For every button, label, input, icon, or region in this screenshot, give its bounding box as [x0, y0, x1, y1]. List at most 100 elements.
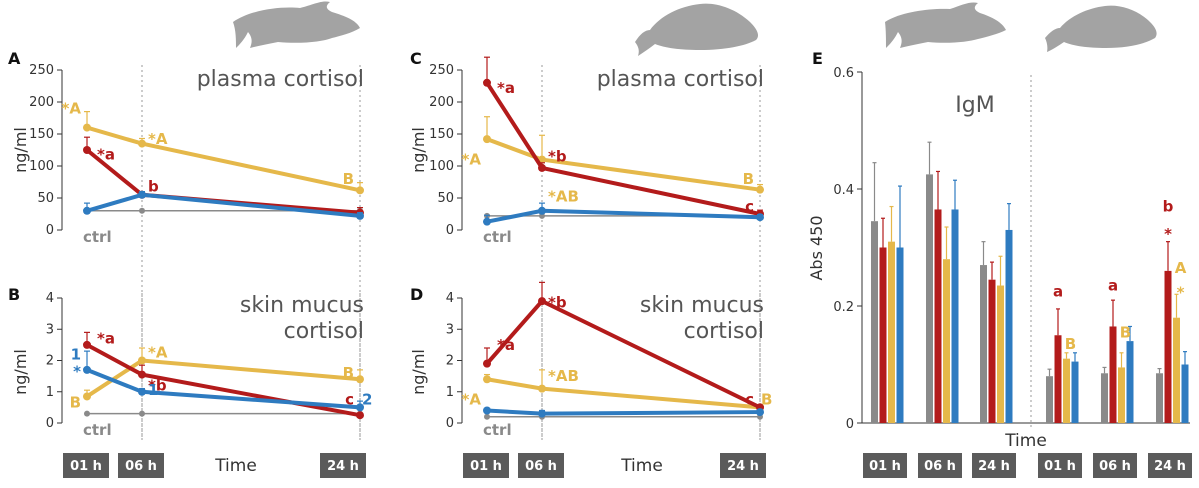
bar-yellow — [1063, 358, 1070, 423]
y-tick-label: 2 — [46, 354, 54, 369]
data-point-ctrl — [484, 413, 490, 420]
panel-a: A 0 50 100 150 200 250 ng/ml plasma cortisol ctrl… — [8, 49, 364, 440]
annotation-label: *A — [148, 130, 168, 148]
series-line-red — [485, 81, 761, 216]
y-tick-label: 4 — [446, 291, 454, 306]
bar-yellow — [943, 259, 950, 423]
y-tick-label: 0 — [446, 416, 454, 431]
data-point-yellow — [756, 185, 764, 194]
time-box-label: 01 h — [1044, 459, 1076, 474]
data-point-blue — [756, 213, 764, 222]
annotation-label: *a — [97, 330, 115, 348]
annotation-label: A — [1175, 259, 1187, 277]
y-tick-label: 50 — [437, 191, 454, 206]
y-tick-label: 150 — [429, 127, 454, 142]
annotation-label: B — [761, 391, 772, 409]
bar-red — [934, 209, 942, 423]
data-point-blue — [138, 387, 146, 396]
series-line-blue — [86, 192, 361, 218]
annotation-label: * — [1164, 225, 1172, 243]
data-point-blue — [83, 365, 91, 374]
y-axis-label: Abs 450 — [807, 215, 826, 280]
time-box-06h-a — [118, 453, 164, 478]
data-point-red — [538, 297, 546, 306]
annotation-label: * — [1177, 284, 1185, 302]
annotation-label: B — [343, 170, 354, 188]
time-box-label: 24 h — [727, 459, 759, 474]
series-line-blue — [486, 408, 761, 416]
bar-gray — [926, 174, 933, 423]
time-box-24h-c — [720, 453, 766, 478]
y-tick-label: 0.2 — [833, 300, 854, 315]
annotation-label: *A — [462, 391, 482, 409]
data-point-yellow — [83, 392, 91, 401]
annotation-label: c — [745, 391, 754, 409]
panel-title: IgM — [955, 93, 994, 118]
data-point-red — [83, 340, 91, 349]
time-box-label: 24 h — [1154, 459, 1186, 474]
trout-icon — [233, 1, 360, 48]
data-point-blue — [538, 409, 546, 418]
annotation-label: *a — [497, 79, 515, 97]
data-point-red — [483, 359, 491, 368]
annotation-label: *a — [97, 145, 115, 163]
time-axis-left: 01 h 06 h Time 24 h — [63, 453, 366, 478]
data-point-blue — [483, 406, 491, 415]
annotation-label: c — [745, 197, 754, 215]
data-point-yellow — [483, 375, 491, 384]
time-box-24h-a — [320, 453, 366, 478]
bar-yellow — [1173, 317, 1180, 423]
time-box-label: 06 h — [1099, 459, 1131, 474]
annotation-label: a — [1108, 277, 1118, 295]
bar-blue — [1181, 364, 1189, 423]
bar-red — [879, 247, 887, 423]
seabream-icon — [635, 3, 758, 56]
panel-title-line1: skin mucus — [240, 293, 364, 318]
annotation-label: B — [70, 394, 81, 412]
annotation-label: b — [148, 177, 159, 195]
panel-letter: A — [8, 49, 21, 68]
time-box-label: 24 h — [327, 459, 359, 474]
data-point-red — [138, 370, 146, 379]
annotation-label: a — [1053, 282, 1063, 300]
annotation-label: *a — [497, 336, 515, 354]
y-axis-label: ng/ml — [409, 349, 428, 395]
y-tick-label: 0 — [46, 223, 54, 238]
bar-red — [1054, 335, 1062, 423]
annotation-label: B — [1065, 335, 1076, 353]
y-tick-label: 150 — [29, 127, 54, 142]
y-tick-label: 100 — [29, 159, 54, 174]
panel-c: C 0 50 100 150 200 250 ng/ml plasma cortisol ctrl… — [409, 49, 764, 440]
y-tick-label: 0.6 — [833, 66, 854, 81]
y-tick-label: 0.4 — [833, 183, 854, 198]
data-point-yellow — [356, 375, 364, 384]
y-tick-label: 3 — [46, 322, 54, 337]
data-point-yellow — [538, 384, 546, 393]
panel-letter: D — [410, 285, 423, 304]
y-tick-label: 1 — [446, 385, 454, 400]
panel-title-line1: skin mucus — [640, 293, 764, 318]
bar-gray — [1046, 376, 1053, 423]
data-point-blue — [356, 211, 364, 220]
panel-title-line2: cortisol — [284, 319, 364, 344]
data-point-blue — [138, 190, 146, 199]
data-point-red — [356, 411, 364, 420]
time-box — [1093, 453, 1137, 478]
ctrl-label: ctrl — [483, 421, 512, 439]
panel-letter: E — [812, 49, 823, 68]
bar-blue — [951, 209, 959, 423]
time-box-label: 01 h — [470, 459, 502, 474]
y-tick-label: 250 — [429, 63, 454, 78]
annotation-label: B — [743, 170, 754, 188]
bar-blue — [896, 247, 904, 423]
data-point-blue — [83, 206, 91, 215]
time-axis-middle: 01 h 06 h Time 24 h — [463, 453, 766, 478]
data-point-yellow — [483, 135, 491, 144]
y-tick-label: 100 — [429, 159, 454, 174]
bar-gray — [1101, 373, 1108, 423]
data-point-blue — [538, 206, 546, 215]
seabream-icon-e — [1045, 5, 1157, 53]
y-tick-label: 2 — [446, 354, 454, 369]
